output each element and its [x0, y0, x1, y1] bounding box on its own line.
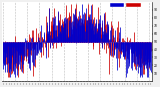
FancyBboxPatch shape — [110, 3, 124, 7]
FancyBboxPatch shape — [126, 3, 141, 7]
